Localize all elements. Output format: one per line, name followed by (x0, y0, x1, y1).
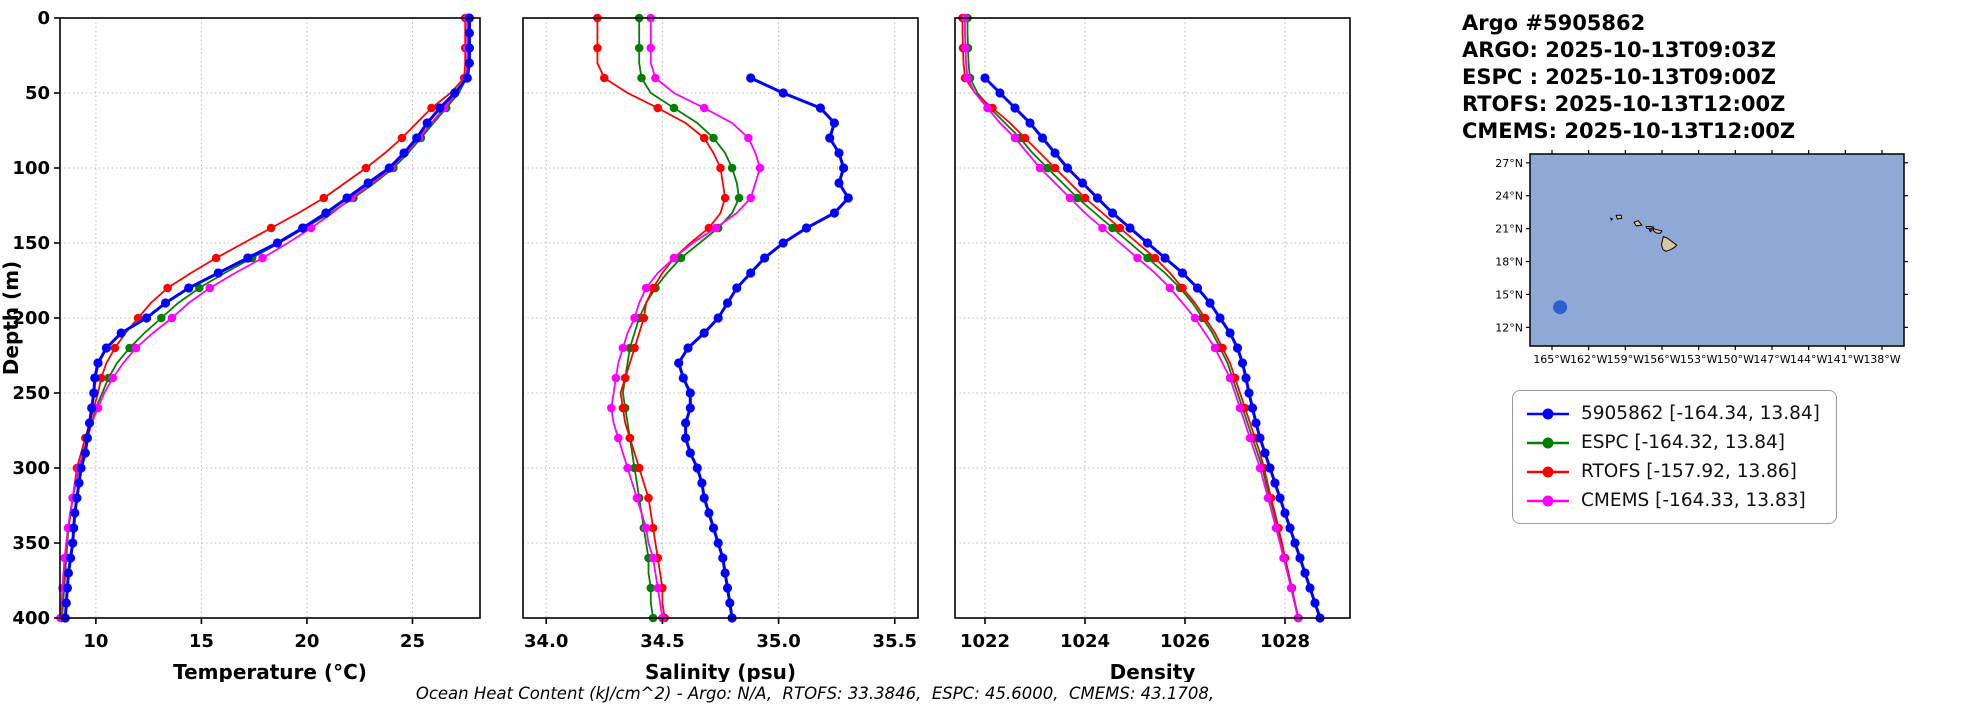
svg-text:300: 300 (12, 458, 50, 479)
island-oahu (1633, 220, 1643, 227)
map-ocean (1530, 154, 1904, 346)
svg-text:0: 0 (37, 8, 50, 29)
panel-salinity: 34.0 34.5 35.0 35.5 Salinity (psu) (522, 13, 919, 682)
legend-label-espc: ESPC [-164.32, 13.84] (1581, 432, 1785, 453)
y-axis-label: Depth (m) (0, 261, 23, 375)
svg-text:150°W: 150°W (1717, 353, 1754, 366)
svg-text:156°W: 156°W (1643, 353, 1680, 366)
series-line-5905862 (983, 76, 1322, 619)
legend-label-5905862: 5905862 [-164.34, 13.84] (1581, 403, 1820, 424)
legend-label-rtofs: RTOFS [-157.92, 13.86] (1581, 461, 1797, 482)
svg-text:15: 15 (189, 631, 214, 652)
island-kauai (1615, 214, 1623, 220)
legend-marker-5905862 (1527, 408, 1569, 419)
legend-marker-cmems (1527, 495, 1569, 506)
svg-text:1022: 1022 (960, 631, 1010, 652)
series-line-ESPC (61, 18, 469, 619)
svg-text:20: 20 (294, 631, 319, 652)
island-molokai (1645, 225, 1655, 229)
timestamp-argo: ARGO: 2025-10-13T09:03Z (1462, 38, 1776, 62)
legend-marker-rtofs (1527, 466, 1569, 477)
legend-item-5905862: 5905862 [-164.34, 13.84] (1525, 400, 1820, 427)
svg-text:141°W: 141°W (1827, 353, 1864, 366)
location-map: 165°W 162°W 159°W 156°W 153°W 150°W 147°W 144°W… (1495, 150, 1908, 366)
legend-marker-espc (1527, 437, 1569, 448)
svg-text:400: 400 (12, 608, 50, 629)
svg-text:21°N: 21°N (1495, 223, 1523, 236)
svg-text:144°W: 144°W (1790, 353, 1827, 366)
svg-text:100: 100 (12, 158, 50, 179)
svg-text:159°W: 159°W (1607, 353, 1644, 366)
svg-text:153°W: 153°W (1680, 353, 1717, 366)
panel-density: 1022 1024 1026 1028 Density (954, 13, 1351, 682)
legend-item-rtofs: RTOFS [-157.92, 13.86] (1525, 458, 1820, 485)
island-hawaii (1660, 235, 1678, 252)
svg-text:12°N: 12°N (1495, 321, 1523, 334)
svg-text:350: 350 (12, 533, 50, 554)
svg-text:147°W: 147°W (1753, 353, 1790, 366)
svg-text:1028: 1028 (1260, 631, 1310, 652)
svg-text:50: 50 (25, 83, 50, 104)
svg-text:1024: 1024 (1060, 631, 1110, 652)
island-maui (1652, 227, 1663, 234)
float-location-marker (1553, 300, 1568, 315)
timestamp-cmems: CMEMS: 2025-10-13T12:00Z (1462, 119, 1796, 143)
timestamp-espc: ESPC : 2025-10-13T09:00Z (1462, 65, 1777, 89)
svg-text:25: 25 (400, 631, 425, 652)
float-header: Argo #5905862 ARGO: 2025-10-13T09:03Z ES… (1462, 10, 1795, 145)
svg-text:35.0: 35.0 (756, 631, 800, 652)
svg-text:200: 200 (12, 308, 50, 329)
svg-text:250: 250 (12, 383, 50, 404)
x-axis-label-temperature: Temperature (°C) (173, 660, 367, 682)
svg-text:34.5: 34.5 (640, 631, 684, 652)
svg-text:162°W: 162°W (1570, 353, 1607, 366)
legend-item-cmems: CMEMS [-164.33, 13.83] (1525, 487, 1820, 514)
float-title: Argo #5905862 (1462, 11, 1646, 35)
svg-text:150: 150 (12, 233, 50, 254)
x-axis-label-salinity: Salinity (psu) (645, 660, 796, 682)
svg-text:27°N: 27°N (1495, 157, 1523, 170)
svg-text:10: 10 (83, 631, 108, 652)
profiles-chart: 10 15 20 25 Temperature (°C) 0 50 100 150 200 250 3… (0, 8, 1351, 682)
island-niihau (1609, 217, 1614, 221)
svg-text:138°W: 138°W (1863, 353, 1900, 366)
ohc-caption: Ocean Heat Content (kJ/cm^2) - Argo: N/A… (415, 684, 1215, 703)
svg-text:1026: 1026 (1160, 631, 1210, 652)
timestamp-rtofs: RTOFS: 2025-10-13T12:00Z (1462, 92, 1786, 116)
legend: 5905862 [-164.34, 13.84] ESPC [-164.32, … (1512, 390, 1837, 524)
legend-item-espc: ESPC [-164.32, 13.84] (1525, 429, 1820, 456)
svg-text:34.0: 34.0 (524, 631, 568, 652)
svg-text:18°N: 18°N (1495, 256, 1523, 269)
panel-temperature: 10 15 20 25 Temperature (°C) 0 50 100 150 200 250 3… (0, 8, 481, 682)
legend-label-cmems: CMEMS [-164.33, 13.83] (1581, 490, 1806, 511)
svg-text:165°W: 165°W (1533, 353, 1570, 366)
island-lanai (1648, 228, 1654, 233)
svg-text:15°N: 15°N (1495, 288, 1523, 301)
svg-text:24°N: 24°N (1495, 190, 1523, 203)
series-line-5905862 (677, 76, 851, 619)
x-axis-label-density: Density (1110, 660, 1196, 682)
svg-text:35.5: 35.5 (873, 631, 917, 652)
